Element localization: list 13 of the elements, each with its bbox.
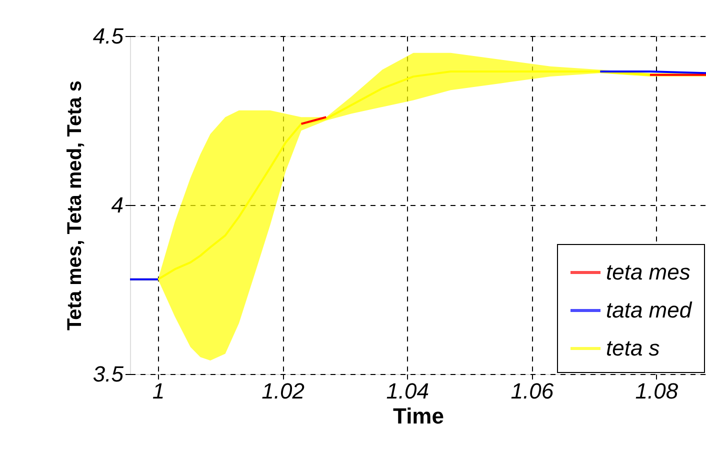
y-tick-label: 3.5 [92, 362, 124, 386]
x-tick-label: 1.02 [262, 378, 304, 404]
legend-label: teta s [606, 336, 660, 360]
x-tick-label: 1.08 [635, 378, 679, 404]
legend-label: teta mes [606, 260, 690, 284]
y-axis-title: Teta mes, Teta med, Teta s [64, 80, 86, 331]
x-axis-title: Time [393, 404, 444, 428]
legend-label: tata med [606, 298, 692, 322]
y-tick-label: 4.5 [92, 24, 124, 48]
x-tick-label: 1.04 [386, 378, 430, 404]
x-tick-label: 1 [152, 378, 165, 404]
x-tick-label: 1.06 [510, 378, 554, 404]
y-tick-label: 4 [111, 192, 124, 218]
